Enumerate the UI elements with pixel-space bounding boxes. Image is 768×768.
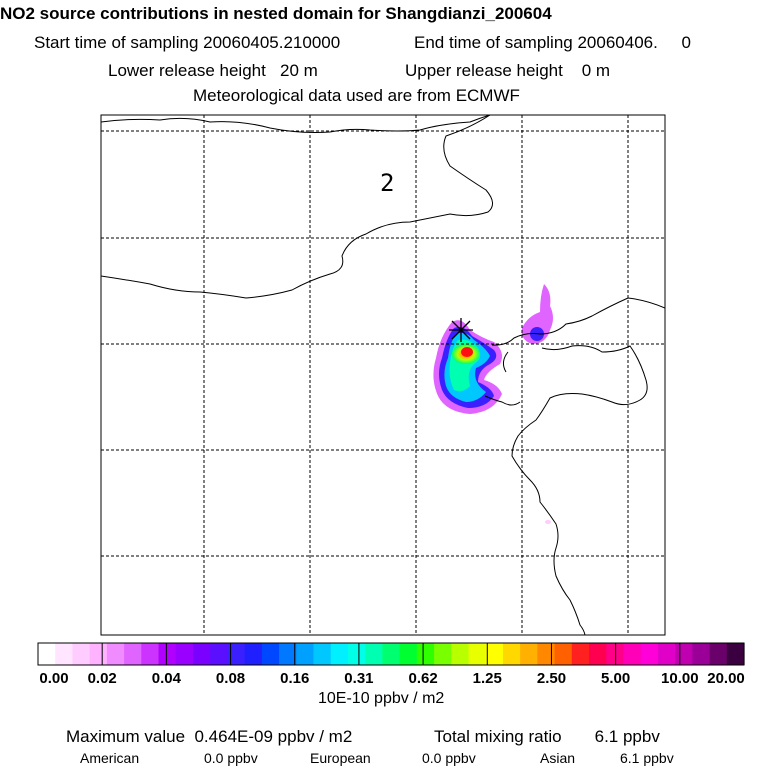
colorbar-swatch (657, 643, 676, 665)
european-value: 0.0 ppbv (422, 750, 476, 766)
grid-lines (101, 115, 665, 635)
colorbar-tick-label: 10.00 (661, 670, 699, 687)
map-frame (100, 114, 666, 636)
colorbar-swatch (485, 643, 504, 665)
colorbar-swatch (554, 643, 573, 665)
colorbar-swatch (468, 643, 487, 665)
met-data-label: Meteorological data used are from ECMWF (193, 86, 520, 105)
max-value-label: Maximum value 0.464E-09 ppbv / m2 (66, 727, 353, 746)
star-marker (449, 318, 473, 342)
page-title: NO2 source contributions in nested domai… (0, 4, 552, 23)
colorbar-swatch (141, 643, 160, 665)
colorbar-swatch (106, 643, 125, 665)
total-mixing-label: Total mixing ratio 6.1 ppbv (434, 727, 660, 746)
colorbar-swatch (279, 643, 297, 665)
colorbar-swatch (434, 643, 452, 665)
asian-value: 6.1 ppbv (620, 750, 674, 766)
boundary-lines (101, 115, 665, 635)
colorbar-swatch (726, 643, 745, 665)
colorbar-swatch (692, 643, 711, 665)
colorbar-tick-label: 0.00 (39, 670, 69, 687)
colorbar-swatch (158, 643, 177, 665)
end-time-label: End time of sampling 20060406. 0 (414, 33, 691, 52)
colorbar-swatch (537, 643, 556, 665)
map-area: 2 (101, 115, 665, 635)
colorbar-tick-label: 20.00 (707, 670, 745, 687)
colorbar-swatch (347, 643, 366, 665)
colorbar-swatch (330, 643, 349, 665)
colorbar-swatch (589, 643, 607, 665)
colorbar-swatch (451, 643, 470, 665)
colorbar-swatch (313, 643, 332, 665)
colorbar-swatch (210, 643, 229, 665)
colorbar-swatch (640, 643, 659, 665)
colorbar-tick-label: 1.25 (472, 670, 502, 687)
colorbar-tick-label: 0.62 (408, 670, 438, 687)
colorbar-frame (37, 642, 745, 666)
colorbar-tick-label: 0.16 (280, 670, 310, 687)
colorbar-swatch (571, 643, 590, 665)
plume-main (433, 320, 502, 414)
colorbar-swatch (709, 643, 728, 665)
colorbar-units: 10E-10 ppbv / m2 (318, 690, 445, 707)
colorbar-swatch (399, 643, 418, 665)
european-label: European (310, 750, 371, 766)
colorbar-swatch (192, 643, 211, 665)
colorbar-swatch (38, 643, 56, 665)
asian-label: Asian (540, 750, 576, 766)
colorbar-tick-label: 2.50 (536, 670, 567, 687)
american-value: 0.0 ppbv (204, 750, 258, 766)
colorbar-swatch (382, 643, 401, 665)
colorbar-swatch (124, 643, 142, 665)
upper-release-height: Upper release height 0 m (405, 61, 611, 80)
colorbar-tick-label: 0.04 (151, 670, 181, 687)
colorbar (38, 643, 745, 665)
colorbar-tick-label: 5.00 (601, 670, 631, 687)
colorbar-swatch (623, 643, 642, 665)
lower-release-height: Lower release height 20 m (108, 61, 318, 80)
colorbar-swatch (72, 643, 91, 665)
plume-east (521, 284, 553, 524)
colorbar-swatch (227, 643, 246, 665)
colorbar-swatch (675, 643, 693, 665)
colorbar-tick-label: 0.08 (215, 670, 246, 687)
colorbar-swatch (244, 643, 263, 665)
colorbar-swatch (365, 643, 383, 665)
region-label: 2 (380, 169, 394, 197)
american-label: American (80, 750, 140, 766)
colorbar-tick-label: 0.31 (344, 670, 374, 687)
colorbar-swatch (89, 643, 108, 665)
colorbar-swatch (261, 643, 280, 665)
colorbar-swatch (520, 643, 538, 665)
colorbar-swatch (416, 643, 435, 665)
colorbar-swatch (296, 643, 315, 665)
colorbar-swatch (55, 643, 74, 665)
start-time-label: Start time of sampling 20060405.210000 (34, 33, 341, 52)
colorbar-tick-label: 0.02 (87, 670, 117, 687)
colorbar-swatch (175, 643, 194, 665)
colorbar-swatch (502, 643, 521, 665)
